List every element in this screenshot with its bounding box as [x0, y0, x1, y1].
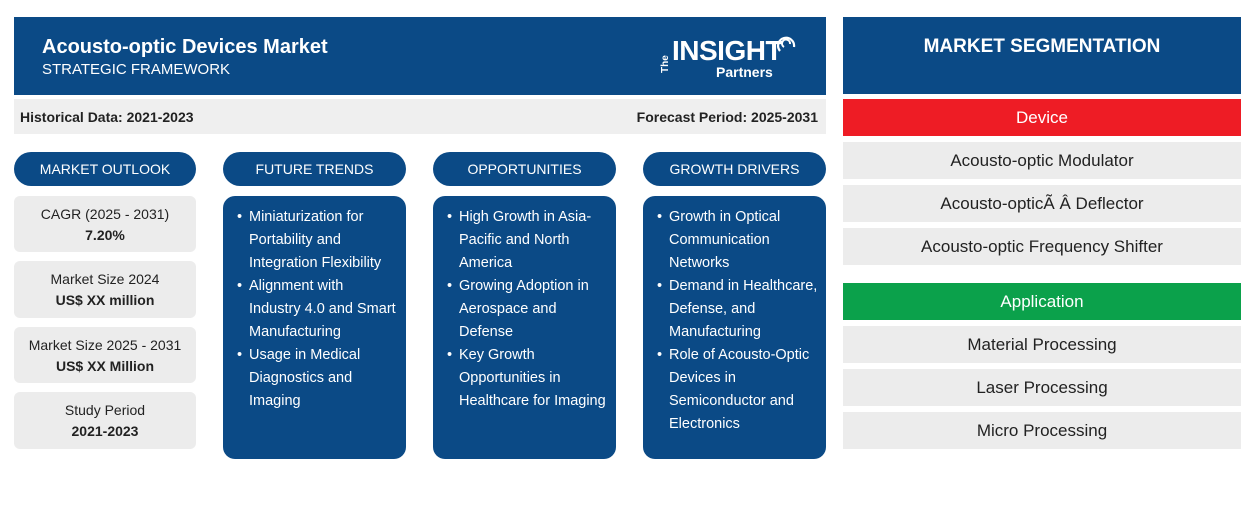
outlook-label: Market Size 2024 — [50, 271, 160, 287]
market-outlook-header: MARKET OUTLOOK — [14, 152, 196, 186]
future-trends-box: Miniaturization for Portability and Inte… — [223, 196, 406, 459]
market-segmentation-header: MARKET SEGMENTATION — [843, 17, 1241, 94]
segment-item: Material Processing — [843, 326, 1241, 363]
outlook-label: Market Size 2025 - 2031 — [28, 337, 182, 353]
outlook-value: 2021-2023 — [71, 423, 139, 439]
segment-category-device: Device — [843, 99, 1241, 136]
outlook-market-size-2024: Market Size 2024 US$ XX million — [14, 261, 196, 318]
logo-insight: INSIGHT — [672, 35, 783, 66]
outlook-value: US$ XX Million — [55, 358, 154, 374]
opportunities-header: OPPORTUNITIES — [433, 152, 616, 186]
outlook-cagr: CAGR (2025 - 2031) 7.20% — [14, 196, 196, 252]
list-item: Role of Acousto-Optic Devices in Semicon… — [657, 344, 818, 436]
segment-item: Acousto-optic Frequency Shifter — [843, 228, 1241, 265]
segment-item: Acousto-opticÃ Â Deflector — [843, 185, 1241, 222]
logo-the: The — [660, 55, 671, 73]
outlook-market-size-forecast: Market Size 2025 - 2031 US$ XX Million — [14, 327, 196, 383]
page-subtitle: STRATEGIC FRAMEWORK — [42, 61, 231, 78]
segment-item: Micro Processing — [843, 412, 1241, 449]
page-title: Acousto-optic Devices Market — [42, 36, 328, 58]
list-item: Alignment with Industry 4.0 and Smart Ma… — [237, 275, 398, 344]
segment-category-application: Application — [843, 283, 1241, 320]
historical-data: Historical Data: 2021-2023 — [20, 109, 194, 125]
list-item: Usage in Medical Diagnostics and Imaging — [237, 344, 398, 413]
opportunities-box: High Growth in Asia-Pacific and North Am… — [433, 196, 616, 459]
outlook-study-period: Study Period 2021-2023 — [14, 392, 196, 449]
future-trends-header: FUTURE TRENDS — [223, 152, 406, 186]
period-bar: Historical Data: 2021-2023 Forecast Peri… — [14, 99, 826, 134]
list-item: Growth in Optical Communication Networks — [657, 206, 818, 275]
report-header: Acousto-optic Devices Market STRATEGIC F… — [14, 17, 826, 95]
list-item: Growing Adoption in Aerospace and Defens… — [447, 275, 608, 344]
logo-arc-icon — [777, 36, 796, 52]
segment-item: Acousto-optic Modulator — [843, 142, 1241, 179]
list-item: High Growth in Asia-Pacific and North Am… — [447, 206, 608, 275]
forecast-period: Forecast Period: 2025-2031 — [636, 109, 818, 125]
list-item: Miniaturization for Portability and Inte… — [237, 206, 398, 275]
outlook-value: US$ XX million — [55, 292, 155, 308]
growth-drivers-box: Growth in Optical Communication Networks… — [643, 196, 826, 459]
outlook-label: Study Period — [64, 402, 146, 418]
list-item: Key Growth Opportunities in Healthcare f… — [447, 344, 608, 413]
logo-partners: Partners — [716, 64, 773, 80]
list-item: Demand in Healthcare, Defense, and Manuf… — [657, 275, 818, 344]
segment-item: Laser Processing — [843, 369, 1241, 406]
outlook-value: 7.20% — [85, 227, 125, 243]
outlook-label: CAGR (2025 - 2031) — [40, 206, 170, 222]
insight-partners-logo: The INSIGHT Partners — [660, 33, 800, 83]
growth-drivers-header: GROWTH DRIVERS — [643, 152, 826, 186]
